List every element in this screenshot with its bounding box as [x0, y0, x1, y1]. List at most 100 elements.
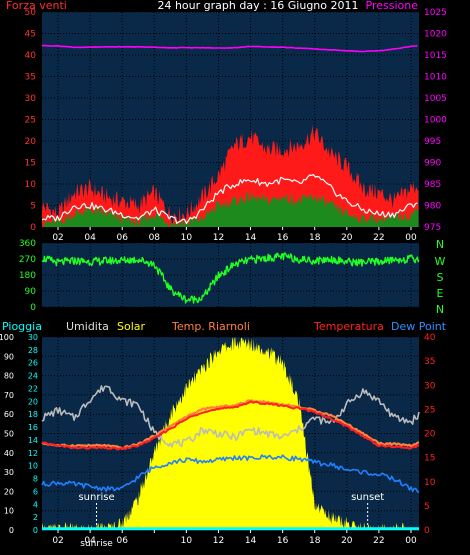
wind-average-line	[41, 174, 418, 224]
solar-area	[42, 337, 419, 530]
x-tick-label: 18	[309, 233, 321, 243]
x-tick-label: 06	[116, 536, 128, 546]
sunrise-label: sunrise	[78, 492, 114, 503]
rain-y-tick-label: 12	[28, 449, 38, 458]
legend-dew-point: Dew Point	[391, 320, 447, 333]
legend-temperatura: Temperatura	[313, 320, 384, 333]
chart-title: 24 hour graph day : 16 Giugno 2011	[157, 0, 358, 12]
sunset-label: sunset	[351, 492, 384, 503]
direction-panel-bg	[42, 243, 419, 307]
wind-gust-area	[42, 124, 419, 227]
wind-y-tick-label: 50	[25, 8, 37, 18]
wind-speed-area	[42, 191, 419, 227]
pressure-y-tick-label: 995	[424, 137, 441, 147]
legend-umidita: Umidita	[66, 320, 109, 333]
x-tick-label: 00	[405, 536, 417, 546]
rain-y-tick-label: 0	[33, 526, 38, 535]
temperature-y-tick-label: 30	[424, 381, 436, 391]
direction-letter-n-top: N	[436, 238, 444, 251]
temperature-y-tick-label: 5	[424, 502, 430, 512]
humidity-y-tick-label: 10	[4, 507, 14, 516]
wind-y-tick-label: 45	[25, 30, 36, 40]
wind-y-tick-label: 30	[25, 94, 37, 104]
pressure-y-tick-label: 1020	[424, 30, 447, 40]
legend-solar: Solar	[117, 320, 146, 333]
rain-y-tick-label: 10	[28, 462, 38, 471]
pressure-y-tick-label: 1000	[424, 116, 447, 126]
x-tick-label: 00	[405, 233, 417, 243]
wind-panel-ticks: 0510152025303540455097598098599099510001…	[25, 8, 448, 243]
x-tick-label: 20	[341, 233, 353, 243]
temperature-y-tick-label: 20	[424, 430, 436, 440]
humidity-y-tick-label: 90	[4, 352, 14, 361]
temp-riarnoli-line	[41, 399, 420, 450]
wind-y-tick-label: 35	[25, 73, 36, 83]
direction-panel-ticks: 0 90 180 270 360	[19, 239, 36, 313]
wind-y-tick-label: 15	[25, 159, 36, 169]
solar-series	[42, 337, 419, 530]
wind-y-tick-label: 40	[25, 51, 37, 61]
pressure-y-tick-label: 1010	[424, 73, 447, 83]
direction-line	[41, 252, 420, 304]
x-tick-label: 10	[181, 536, 193, 546]
legend-pioggia: Pioggia	[2, 320, 42, 333]
pressure-y-tick-label: 990	[424, 159, 441, 169]
dew-point-line	[41, 454, 420, 494]
direction-letter-e: E	[437, 287, 444, 300]
x-tick-label: 06	[116, 233, 128, 243]
direction-y-tick-label: 360	[19, 239, 36, 249]
x-tick-label: 16	[277, 536, 289, 546]
pressure-y-tick-label: 985	[424, 180, 441, 190]
x-tick-label: 12	[213, 233, 224, 243]
temperature-y-tick-label: 40	[424, 333, 436, 343]
humidity-y-tick-label: 20	[4, 487, 14, 496]
temp-riarnoli-series	[41, 399, 420, 450]
pressure-y-tick-label: 980	[424, 202, 441, 212]
humidity-y-tick-label: 60	[4, 410, 14, 419]
temperature-line	[41, 400, 420, 451]
humidity-y-tick-label: 40	[4, 449, 14, 458]
wind-y-tick-label: 25	[25, 116, 36, 126]
x-tick-label: 04	[84, 233, 96, 243]
rain-y-tick-label: 24	[28, 372, 38, 381]
rain-y-tick-label: 22	[28, 384, 38, 393]
direction-letter-s: S	[437, 271, 444, 284]
x-tick-label: 22	[373, 233, 384, 243]
rain-y-tick-label: 20	[28, 397, 38, 406]
x-tick-label: 22	[373, 536, 384, 546]
temperature-y-tick-label: 0	[424, 526, 430, 536]
rain-y-tick-label: 2	[33, 513, 38, 522]
x-tick-label: 18	[309, 536, 321, 546]
x-tick-label: 02	[52, 536, 63, 546]
rain-y-tick-label: 6	[33, 487, 38, 496]
humidity-line	[41, 385, 420, 448]
direction-letter-w: W	[435, 255, 446, 268]
wind-y-tick-label: 5	[30, 202, 36, 212]
pressure-y-tick-label: 1015	[424, 51, 447, 61]
temperature-series	[41, 400, 420, 451]
wind-y-tick-label: 20	[25, 137, 37, 147]
temperature-y-tick-label: 15	[424, 454, 435, 464]
x-tick-label: 16	[277, 233, 289, 243]
x-tick-label: 14	[245, 536, 257, 546]
rain-y-tick-label: 16	[28, 423, 38, 432]
x-tick-label: 12	[213, 536, 224, 546]
legend-temp-riarnoli: Temp. Riarnoli	[171, 320, 250, 333]
direction-y-tick-label: 90	[25, 287, 37, 297]
temperature-y-tick-label: 10	[424, 478, 436, 488]
x-tick-label: 08	[149, 233, 161, 243]
pressure-line	[41, 44, 418, 53]
x-tick-label: 14	[245, 233, 257, 243]
rain-y-tick-label: 14	[28, 436, 38, 445]
rain-y-tick-label: 26	[28, 359, 38, 368]
sunrise-axis-label: sunrise	[80, 539, 113, 549]
wind-average-series	[41, 174, 418, 224]
direction-series	[41, 252, 420, 304]
temperature-y-tick-label: 35	[424, 357, 435, 367]
direction-y-tick-label: 180	[19, 271, 36, 281]
wind-gust-series	[42, 124, 419, 227]
humidity-y-tick-label: 70	[4, 391, 14, 400]
wind-axis-label: Forza venti	[6, 0, 67, 12]
wind-y-tick-label: 0	[30, 223, 36, 233]
